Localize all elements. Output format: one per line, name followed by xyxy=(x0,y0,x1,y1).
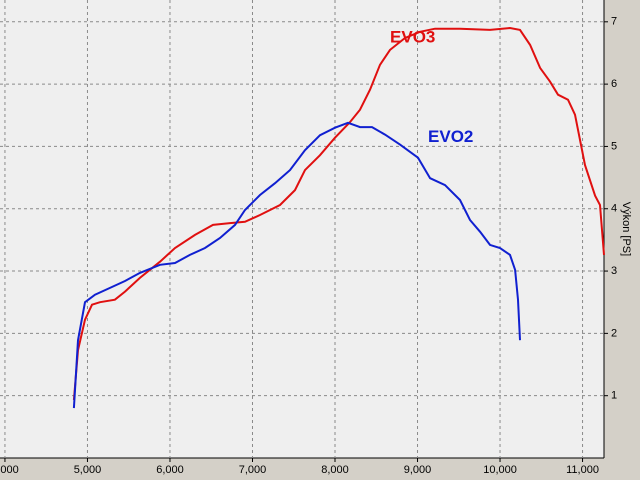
y-tick-label: 2 xyxy=(611,327,617,339)
y-tick-label: 5 xyxy=(611,140,617,152)
x-tick-label: 10,000 xyxy=(483,464,517,476)
x-tick-label: 6,000 xyxy=(156,464,184,476)
y-tick-label: 6 xyxy=(611,78,617,90)
x-tick-label: 8,000 xyxy=(321,464,349,476)
plot-area xyxy=(0,0,604,458)
x-tick-label: 11,000 xyxy=(566,464,599,476)
x-tick-label: 9,000 xyxy=(404,464,432,476)
y-tick-label: 4 xyxy=(611,203,617,215)
y-tick-label: 3 xyxy=(611,265,617,277)
x-tick-label: 7,000 xyxy=(239,464,267,476)
series-label: EVO2 xyxy=(428,127,473,146)
x-tick-label: 4,000 xyxy=(0,464,19,476)
y-axis-label: Výkon [PS] xyxy=(620,202,632,256)
series-label: EVO3 xyxy=(390,28,435,47)
series-line xyxy=(72,121,521,409)
y-tick-label: 7 xyxy=(611,16,617,28)
y-tick-label: 1 xyxy=(611,390,617,402)
x-tick-label: 5,000 xyxy=(74,464,102,476)
series-line xyxy=(72,26,605,401)
